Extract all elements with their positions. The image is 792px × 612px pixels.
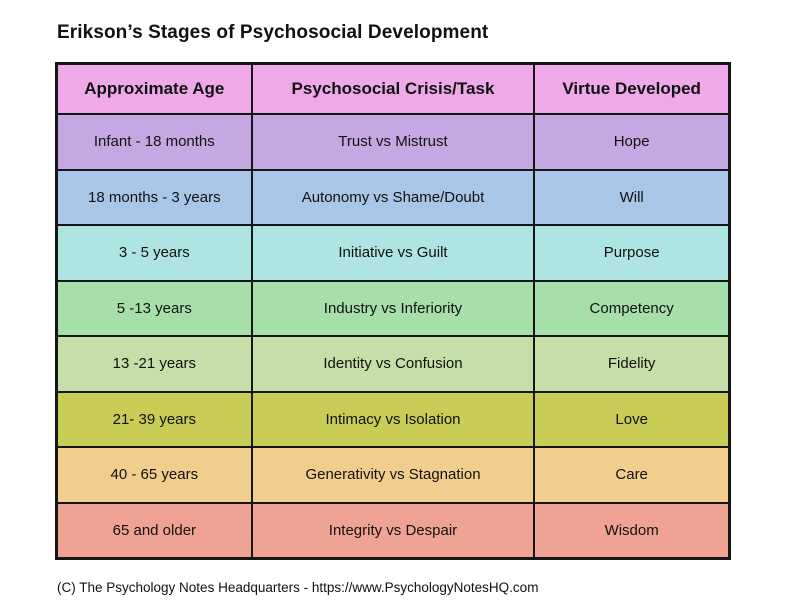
- header-row: Approximate Age Psychosocial Crisis/Task…: [55, 62, 731, 115]
- cell-psychosocial-crisis: Generativity vs Stagnation: [250, 446, 536, 504]
- cell-psychosocial-crisis: Initiative vs Guilt: [250, 224, 536, 282]
- cell-virtue-developed: Competency: [533, 279, 731, 337]
- cell-approximate-age: 65 and older: [55, 501, 253, 560]
- cell-psychosocial-crisis: Intimacy vs Isolation: [250, 390, 536, 448]
- table-row: 5 -13 years Industry vs Inferiority Compet…: [55, 279, 731, 337]
- table-row: 18 months - 3 years Autonomy vs Shame/Dou…: [55, 168, 731, 226]
- cell-virtue-developed: Love: [533, 390, 731, 448]
- cell-virtue-developed: Wisdom: [533, 501, 731, 560]
- cell-virtue-developed: Fidelity: [533, 335, 731, 393]
- table-row: 3 - 5 years Initiative vs Guilt Purpose: [55, 224, 731, 282]
- page-title: Erikson’s Stages of Psychosocial Develop…: [57, 22, 489, 43]
- table-row: Infant - 18 months Trust vs Mistrust Hope: [55, 113, 731, 171]
- copyright-footer: (C) The Psychology Notes Headquarters - …: [57, 580, 539, 595]
- cell-approximate-age: 21- 39 years: [55, 390, 253, 448]
- cell-approximate-age: 40 - 65 years: [55, 446, 253, 504]
- cell-virtue-developed: Purpose: [533, 224, 731, 282]
- erikson-stages-table: Approximate Age Psychosocial Crisis/Task…: [55, 62, 731, 560]
- table-row: 21- 39 years Intimacy vs Isolation Love: [55, 390, 731, 448]
- column-header-psychosocial-crisis: Psychosocial Crisis/Task: [250, 62, 536, 115]
- cell-virtue-developed: Care: [533, 446, 731, 504]
- table-row: 40 - 65 years Generativity vs Stagnation C…: [55, 446, 731, 504]
- table-row: 65 and older Integrity vs Despair Wisdom: [55, 501, 731, 560]
- cell-psychosocial-crisis: Identity vs Confusion: [250, 335, 536, 393]
- cell-virtue-developed: Will: [533, 168, 731, 226]
- cell-psychosocial-crisis: Industry vs Inferiority: [250, 279, 536, 337]
- table-row: 13 -21 years Identity vs Confusion Fidelit…: [55, 335, 731, 393]
- column-header-approximate-age: Approximate Age: [55, 62, 253, 115]
- cell-psychosocial-crisis: Integrity vs Despair: [250, 501, 536, 560]
- column-header-virtue-developed: Virtue Developed: [533, 62, 731, 115]
- stage-rows: Infant - 18 months Trust vs Mistrust Hope 1…: [55, 113, 731, 560]
- cell-approximate-age: 13 -21 years: [55, 335, 253, 393]
- cell-approximate-age: 3 - 5 years: [55, 224, 253, 282]
- cell-virtue-developed: Hope: [533, 113, 731, 171]
- cell-approximate-age: 5 -13 years: [55, 279, 253, 337]
- cell-psychosocial-crisis: Trust vs Mistrust: [250, 113, 536, 171]
- cell-psychosocial-crisis: Autonomy vs Shame/Doubt: [250, 168, 536, 226]
- cell-approximate-age: 18 months - 3 years: [55, 168, 253, 226]
- cell-approximate-age: Infant - 18 months: [55, 113, 253, 171]
- table-header: Approximate Age Psychosocial Crisis/Task…: [55, 62, 731, 115]
